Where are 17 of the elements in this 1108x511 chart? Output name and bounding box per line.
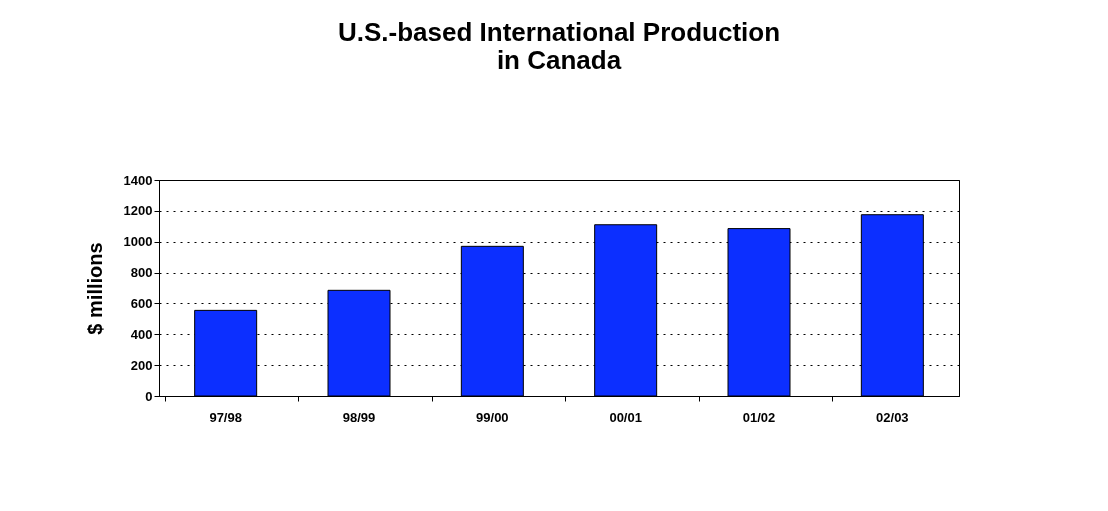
text: in Canada xyxy=(496,45,622,75)
text: U.S.-based International Production xyxy=(337,17,781,47)
x-tick-label: 98/99 xyxy=(342,409,376,425)
x-tick-label: 00/01 xyxy=(609,409,642,425)
y-tick-label: 800 xyxy=(130,265,153,281)
x-tick-label: 97/98 xyxy=(209,409,242,425)
y-tick-label: 1200 xyxy=(123,203,153,219)
x-tick-label: 99/00 xyxy=(476,409,509,425)
y-tick-label: 400 xyxy=(130,326,153,342)
y-tick-label: 1000 xyxy=(123,234,153,250)
x-tick-label: 02/03 xyxy=(876,409,909,425)
x-tick-label: 01/02 xyxy=(742,409,776,425)
y-tick-label: 0 xyxy=(145,388,153,404)
y-tick-label: 600 xyxy=(130,295,153,311)
y-tick-label: 200 xyxy=(130,357,153,373)
y-axis-title: $ millions xyxy=(83,242,106,335)
y-tick-label: 1400 xyxy=(123,172,153,188)
